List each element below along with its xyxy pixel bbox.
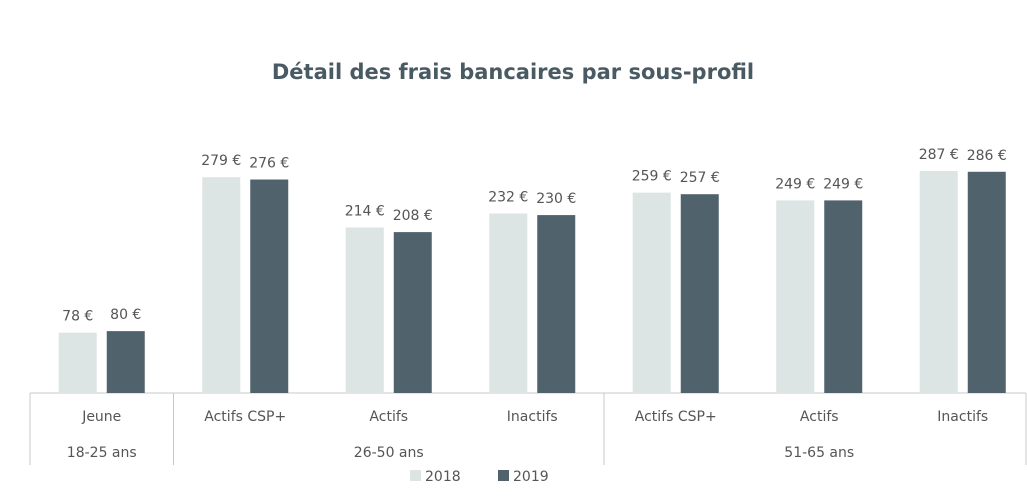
- bar: [345, 227, 384, 393]
- group-label: 18-25 ans: [67, 445, 137, 461]
- x-tick-label: Inactifs: [507, 409, 558, 425]
- x-tick-label: Inactifs: [937, 409, 988, 425]
- x-tick-label: Actifs: [369, 409, 408, 425]
- value-label: 214 €: [345, 203, 385, 219]
- value-label: 287 €: [919, 147, 959, 163]
- value-label: 232 €: [488, 190, 528, 206]
- value-label: 249 €: [823, 176, 863, 192]
- bar: [250, 179, 289, 393]
- bar: [58, 332, 97, 393]
- bar: [106, 331, 145, 393]
- bar: [537, 215, 576, 393]
- bar: [202, 177, 241, 393]
- value-label: 208 €: [393, 208, 433, 224]
- value-label: 276 €: [249, 156, 289, 172]
- x-tick-label: Jeune: [81, 409, 121, 425]
- bar: [824, 200, 863, 393]
- value-label: 249 €: [775, 176, 815, 192]
- bar: [393, 232, 432, 393]
- bar: [919, 171, 958, 393]
- legend-swatch: [498, 470, 509, 481]
- value-label: 286 €: [967, 148, 1007, 164]
- legend-label: 2019: [513, 469, 549, 485]
- group-label: 51-65 ans: [784, 445, 854, 461]
- x-tick-label: Actifs CSP+: [204, 409, 286, 425]
- value-label: 78 €: [62, 309, 93, 325]
- legend-label: 2018: [425, 469, 461, 485]
- bar: [632, 192, 671, 393]
- legend-swatch: [410, 470, 421, 481]
- x-tick-label: Actifs CSP+: [635, 409, 717, 425]
- value-label: 80 €: [110, 307, 141, 323]
- x-tick-label: Actifs: [800, 409, 839, 425]
- chart-title: Détail des frais bancaires par sous-prof…: [272, 60, 754, 84]
- bar: [776, 200, 815, 393]
- group-label: 26-50 ans: [354, 445, 424, 461]
- bar: [489, 213, 528, 393]
- value-label: 259 €: [632, 169, 672, 185]
- bar: [680, 194, 719, 393]
- value-label: 230 €: [536, 191, 576, 207]
- bar: [967, 171, 1006, 393]
- value-label: 279 €: [201, 153, 241, 169]
- value-label: 257 €: [680, 170, 720, 186]
